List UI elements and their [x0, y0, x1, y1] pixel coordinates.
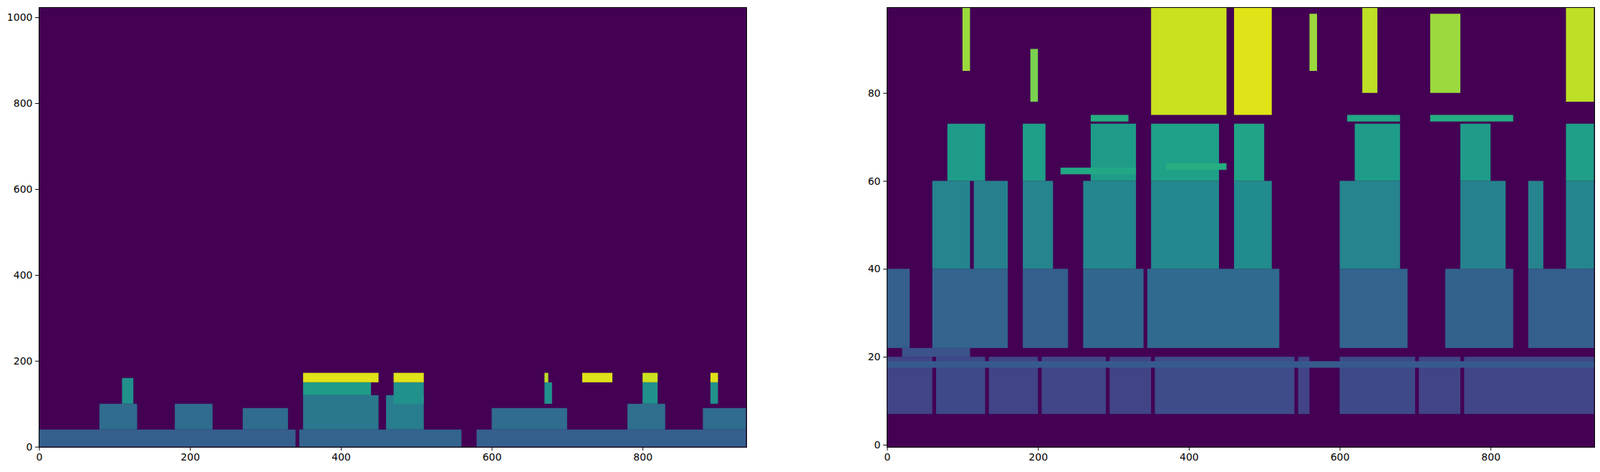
svg-text:60: 60: [868, 175, 881, 187]
svg-text:0: 0: [884, 451, 891, 463]
svg-text:80: 80: [868, 87, 881, 99]
svg-text:800: 800: [1481, 451, 1501, 463]
svg-text:40: 40: [868, 262, 881, 275]
svg-text:0: 0: [36, 451, 43, 463]
svg-text:600: 600: [1330, 451, 1351, 463]
svg-text:600: 600: [13, 183, 33, 195]
svg-text:20: 20: [868, 350, 881, 363]
svg-text:400: 400: [1179, 451, 1199, 463]
svg-text:600: 600: [482, 451, 503, 463]
svg-text:0: 0: [26, 441, 33, 453]
svg-text:200: 200: [180, 451, 200, 463]
svg-text:400: 400: [13, 269, 33, 281]
svg-text:400: 400: [331, 451, 351, 463]
svg-text:200: 200: [1028, 451, 1048, 463]
svg-text:800: 800: [633, 451, 653, 463]
svg-text:800: 800: [13, 97, 33, 109]
svg-text:0: 0: [874, 439, 881, 451]
svg-text:1000: 1000: [7, 11, 33, 23]
svg-text:200: 200: [13, 355, 33, 367]
